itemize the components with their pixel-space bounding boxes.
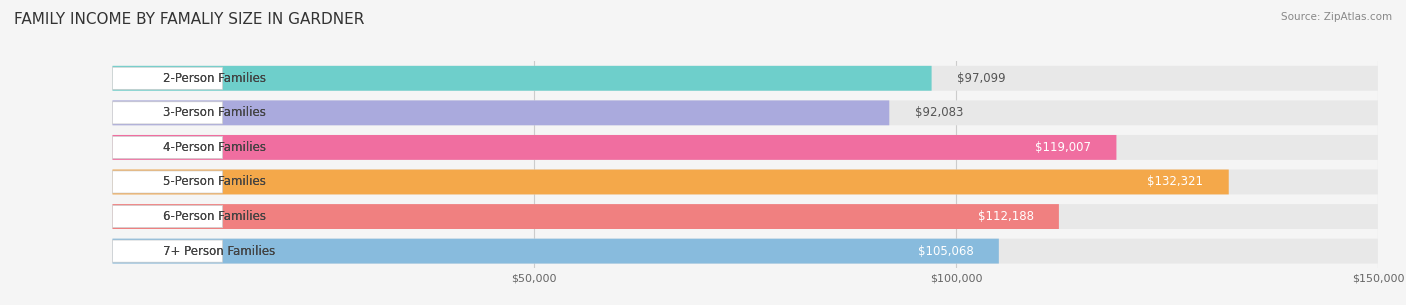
Text: 7+ Person Families: 7+ Person Families bbox=[163, 245, 276, 258]
Text: FAMILY INCOME BY FAMALIY SIZE IN GARDNER: FAMILY INCOME BY FAMALIY SIZE IN GARDNER bbox=[14, 12, 364, 27]
FancyBboxPatch shape bbox=[112, 206, 222, 228]
FancyBboxPatch shape bbox=[112, 240, 222, 262]
FancyBboxPatch shape bbox=[112, 171, 222, 193]
FancyBboxPatch shape bbox=[112, 67, 222, 89]
Text: 4-Person Families: 4-Person Families bbox=[163, 141, 266, 154]
FancyBboxPatch shape bbox=[112, 204, 1059, 229]
Text: $112,188: $112,188 bbox=[977, 210, 1033, 223]
Text: $92,083: $92,083 bbox=[914, 106, 963, 119]
Text: 5-Person Families: 5-Person Families bbox=[163, 175, 266, 188]
Text: $105,068: $105,068 bbox=[918, 245, 973, 258]
Text: $132,321: $132,321 bbox=[1147, 175, 1204, 188]
Text: $97,099: $97,099 bbox=[957, 72, 1005, 85]
FancyBboxPatch shape bbox=[112, 170, 1378, 194]
Text: 3-Person Families: 3-Person Families bbox=[163, 106, 266, 119]
FancyBboxPatch shape bbox=[112, 102, 222, 124]
Text: 2-Person Families: 2-Person Families bbox=[163, 72, 266, 85]
FancyBboxPatch shape bbox=[112, 66, 932, 91]
FancyBboxPatch shape bbox=[112, 136, 222, 159]
FancyBboxPatch shape bbox=[112, 239, 998, 264]
FancyBboxPatch shape bbox=[112, 204, 1378, 229]
Text: 2-Person Families: 2-Person Families bbox=[163, 72, 266, 85]
Text: 5-Person Families: 5-Person Families bbox=[163, 175, 266, 188]
Text: 3-Person Families: 3-Person Families bbox=[163, 106, 266, 119]
Text: 6-Person Families: 6-Person Families bbox=[163, 210, 266, 223]
FancyBboxPatch shape bbox=[112, 239, 1378, 264]
FancyBboxPatch shape bbox=[112, 135, 1116, 160]
Text: 7+ Person Families: 7+ Person Families bbox=[163, 245, 276, 258]
FancyBboxPatch shape bbox=[112, 135, 1378, 160]
FancyBboxPatch shape bbox=[112, 100, 889, 125]
FancyBboxPatch shape bbox=[112, 66, 1378, 91]
FancyBboxPatch shape bbox=[112, 100, 1378, 125]
Text: 4-Person Families: 4-Person Families bbox=[163, 141, 266, 154]
Text: 6-Person Families: 6-Person Families bbox=[163, 210, 266, 223]
FancyBboxPatch shape bbox=[112, 170, 1229, 194]
Text: Source: ZipAtlas.com: Source: ZipAtlas.com bbox=[1281, 12, 1392, 22]
Text: $119,007: $119,007 bbox=[1035, 141, 1091, 154]
